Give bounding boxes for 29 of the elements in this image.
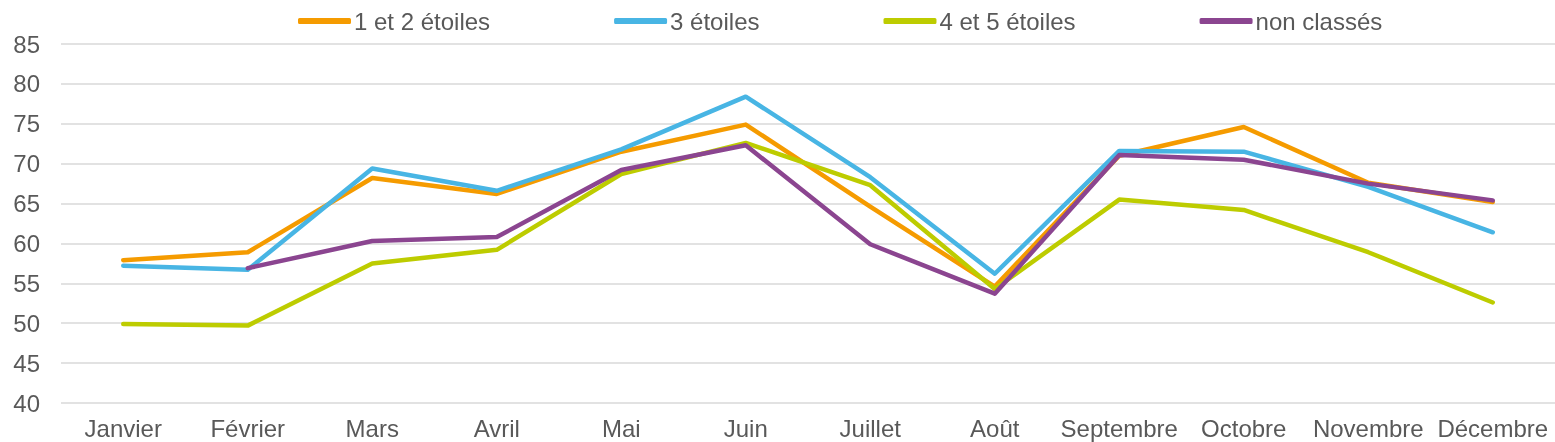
- line-series: [121, 140, 1495, 328]
- y-tick-label: 45: [13, 349, 40, 377]
- x-tick-label: Juillet: [839, 414, 902, 442]
- legend-label: 3 étoiles: [670, 7, 760, 35]
- y-tick-label: 65: [13, 190, 40, 218]
- legend-label: non classés: [1255, 7, 1383, 35]
- x-tick-label: Mai: [601, 414, 641, 442]
- y-tick-label: 80: [13, 70, 40, 98]
- x-tick-label: Septembre: [1060, 414, 1178, 442]
- x-tick-label: Août: [970, 414, 1020, 442]
- y-tick-label: 40: [13, 389, 40, 417]
- y-tick-label: 60: [13, 229, 40, 257]
- y-tick-label: 70: [13, 150, 40, 178]
- y-tick-label: 75: [13, 110, 40, 138]
- line-series: [245, 143, 1495, 296]
- x-tick-label: Octobre: [1201, 414, 1287, 442]
- y-tick-label: 55: [13, 269, 40, 297]
- x-tick-label: Juin: [723, 414, 768, 442]
- y-tick-label: 85: [13, 30, 40, 58]
- x-tick-label: Février: [210, 414, 286, 442]
- x-tick-label: Décembre: [1437, 414, 1549, 442]
- legend-label: 1 et 2 étoiles: [354, 7, 491, 35]
- legend-label: 4 et 5 étoiles: [939, 7, 1076, 35]
- line-series: [121, 94, 1495, 277]
- y-tick-label: 50: [13, 309, 40, 337]
- x-tick-label: Avril: [473, 414, 520, 442]
- x-tick-label: Janvier: [84, 414, 162, 442]
- x-tick-label: Novembre: [1312, 414, 1424, 442]
- x-tick-label: Mars: [345, 414, 399, 442]
